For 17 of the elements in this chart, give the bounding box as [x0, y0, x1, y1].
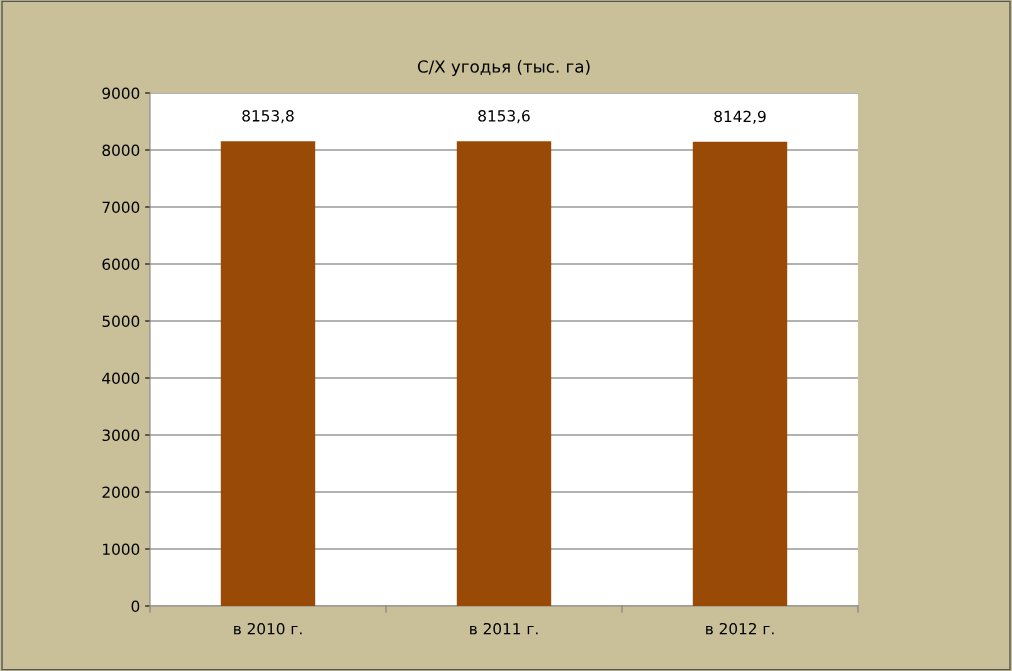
x-tick-label: в 2012 г.: [706, 622, 774, 635]
y-tick-label: 3000: [102, 429, 140, 442]
chart-title: С/Х угодья (тыс. га): [417, 59, 590, 77]
y-tick-label: 8000: [102, 144, 140, 157]
y-tick-label: 9000: [102, 87, 140, 100]
y-tick-label: 5000: [102, 315, 140, 328]
data-label: 8153,6: [478, 110, 530, 124]
data-label: 8153,8: [242, 110, 294, 124]
x-tick-label: в 2010 г.: [234, 622, 302, 635]
y-tick-label: 6000: [102, 258, 140, 271]
x-tick-label: в 2011 г.: [470, 622, 538, 635]
y-tick-label: 4000: [102, 372, 140, 385]
y-tick-label: 1000: [103, 543, 140, 556]
data-label: 8142,9: [714, 110, 766, 124]
y-tick-label: 0: [131, 600, 140, 613]
y-tick-label: 2000: [102, 486, 140, 499]
y-tick-label: 7000: [102, 201, 140, 214]
